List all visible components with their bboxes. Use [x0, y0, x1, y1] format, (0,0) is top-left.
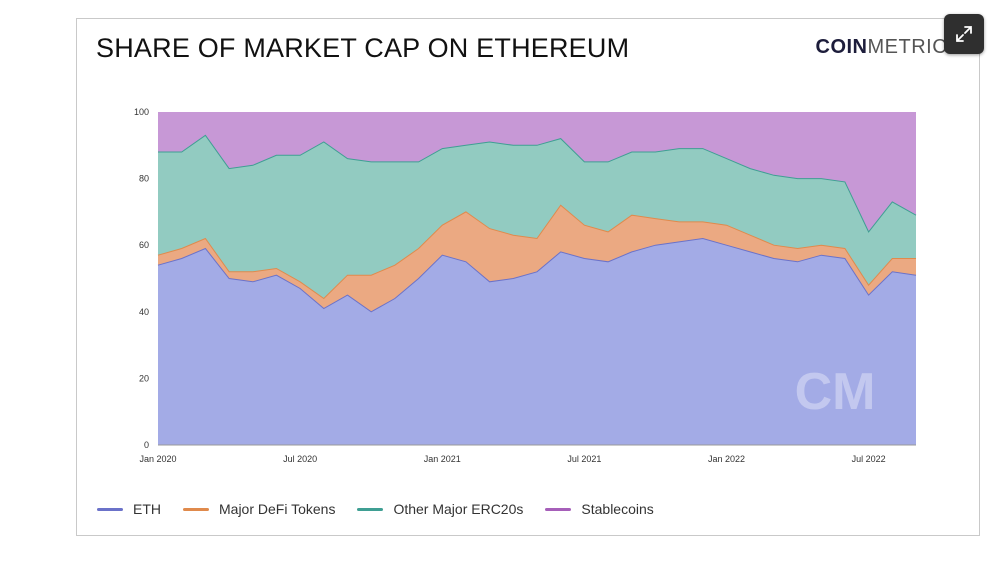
legend-label: Other Major ERC20s [393, 501, 524, 517]
legend-item: Major DeFi Tokens [183, 501, 335, 517]
x-tick-label: Jul 2021 [567, 454, 601, 464]
legend-swatch [357, 507, 384, 511]
y-tick-label: 20 [139, 373, 149, 383]
area-stablecoins [158, 112, 916, 232]
legend-swatch [545, 507, 572, 511]
stacked-area-chart: 0 20 40 60 80 100 Jan 2020 Jul 2020 Jan 2021 Jul … [134, 107, 917, 464]
y-tick-label: 100 [134, 107, 149, 117]
legend-swatch [183, 507, 209, 511]
page-title: SHARE OF MARKET CAP ON ETHEREUM [96, 33, 630, 63]
y-tick-label: 80 [139, 174, 149, 184]
line-other-major-erc20s [158, 134, 917, 233]
watermark-logo: CM [795, 363, 876, 421]
area-major-defi-tokens [158, 205, 916, 312]
legend-label: Stablecoins [581, 501, 654, 517]
brand-logo-light: METRICS [867, 36, 961, 58]
line-eth [157, 237, 917, 313]
x-tick-label: Jan 2022 [708, 454, 745, 464]
legend-item: Other Major ERC20s [357, 501, 523, 517]
chart-legend: ETH Major DeFi Tokens Other Major ERC20s St… [97, 501, 654, 517]
x-tick-label: Jan 2021 [424, 454, 461, 464]
x-tick-label: Jul 2020 [283, 454, 317, 464]
area-other-major-erc20s [158, 135, 916, 299]
x-tick-label: Jan 2020 [139, 454, 176, 464]
legend-label: Major DeFi Tokens [219, 501, 336, 517]
legend-swatch [97, 507, 123, 511]
brand-logo: COINMETRICS [816, 36, 962, 59]
expand-icon [956, 26, 972, 42]
line-major-defi-tokens [157, 204, 916, 300]
chart-card: SHARE OF MARKET CAP ON ETHEREUM COINMETR… [76, 18, 980, 536]
y-tick-label: 40 [139, 307, 149, 317]
area-eth [158, 238, 916, 445]
expand-button[interactable] [944, 14, 984, 54]
legend-item: ETH [97, 501, 161, 517]
legend-item: Stablecoins [545, 501, 654, 517]
x-tick-label: Jul 2022 [852, 454, 886, 464]
brand-logo-bold: COIN [815, 36, 868, 58]
y-tick-label: 0 [144, 440, 149, 450]
y-tick-label: 60 [139, 240, 149, 250]
legend-label: ETH [133, 501, 161, 517]
